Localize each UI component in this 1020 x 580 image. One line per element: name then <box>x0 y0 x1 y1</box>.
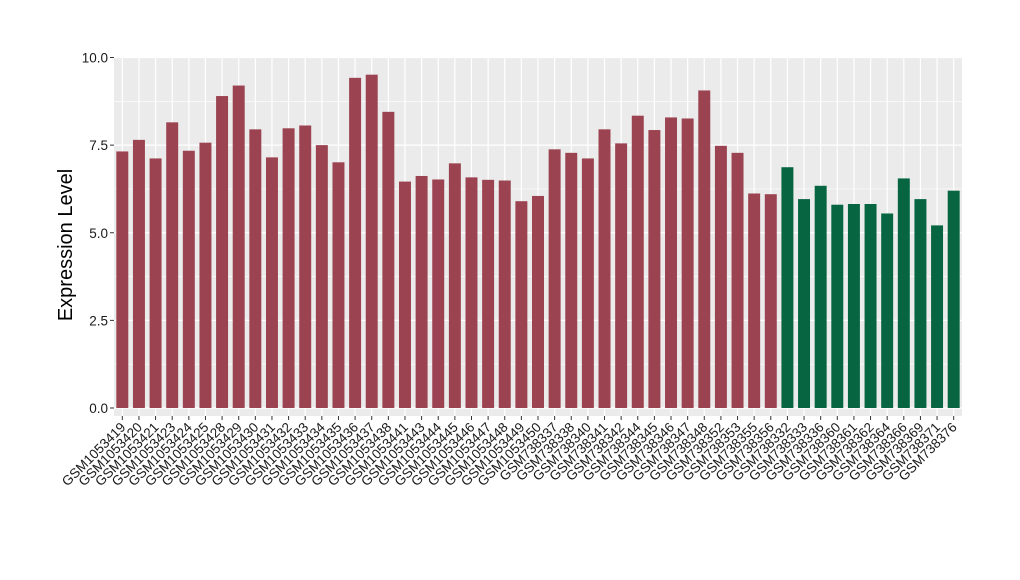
bar <box>598 129 611 409</box>
bar <box>831 204 844 408</box>
bar <box>681 118 694 408</box>
bar <box>897 178 910 408</box>
bar <box>249 129 262 409</box>
bar <box>914 199 927 408</box>
bar <box>299 125 312 408</box>
bar <box>282 128 295 408</box>
bar <box>631 115 644 409</box>
bar <box>781 167 794 408</box>
y-tick-label: 7.5 <box>89 138 108 153</box>
bar <box>748 193 761 408</box>
bar <box>365 74 378 408</box>
bar <box>315 145 328 408</box>
bar <box>532 195 544 408</box>
bar <box>332 162 345 408</box>
bar <box>132 139 145 408</box>
bar <box>615 143 628 408</box>
y-axis: 0.0 2.5 5.0 7.5 10.0 <box>82 51 114 416</box>
bar <box>798 199 811 408</box>
bar <box>698 90 711 409</box>
bar <box>714 145 727 409</box>
bar <box>498 180 511 408</box>
bar <box>565 152 578 408</box>
bar <box>149 158 162 408</box>
y-tick-label: 5.0 <box>89 226 108 241</box>
bar <box>581 158 594 408</box>
y-axis-title: Expression Level <box>55 169 77 321</box>
bar <box>881 213 894 408</box>
y-tick-label: 2.5 <box>89 313 108 328</box>
bar <box>448 163 461 408</box>
bar <box>515 201 528 408</box>
bar <box>548 149 561 408</box>
bar <box>349 77 362 408</box>
bar <box>465 177 478 408</box>
bar <box>947 190 960 408</box>
bar <box>199 142 212 408</box>
bar <box>847 204 860 408</box>
bar <box>398 181 411 408</box>
bar <box>216 96 229 409</box>
bars <box>116 74 960 409</box>
bar <box>232 85 245 408</box>
bar <box>116 151 129 408</box>
bar <box>764 194 777 408</box>
bar <box>415 175 428 408</box>
bar <box>432 179 445 408</box>
bar <box>931 225 944 408</box>
y-tick-label: 0.0 <box>89 401 108 416</box>
bar <box>864 204 877 408</box>
bar <box>814 185 827 408</box>
bar <box>482 179 495 408</box>
bar <box>166 122 179 408</box>
bar <box>382 111 395 408</box>
bar <box>648 130 661 408</box>
bar <box>182 150 195 408</box>
x-axis: GSM1053419GSM1053420GSM1053421GSM1053423… <box>59 416 960 489</box>
bar <box>265 157 278 408</box>
bar <box>665 117 678 409</box>
bar <box>731 152 744 408</box>
y-tick-label: 10.0 <box>82 51 108 66</box>
